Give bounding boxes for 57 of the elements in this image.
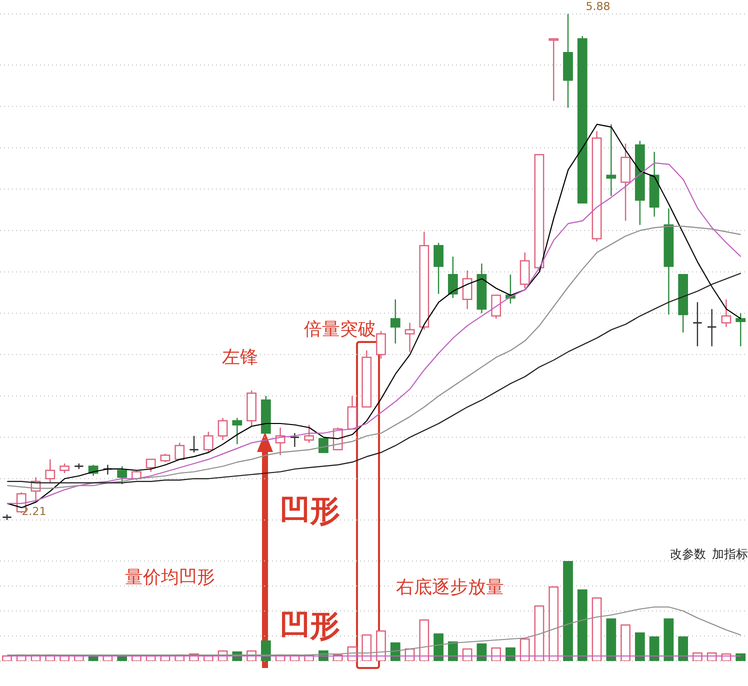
annotation: 加指标 — [712, 547, 748, 561]
candlestick — [290, 432, 300, 448]
candlestick — [318, 438, 328, 454]
candlestick — [45, 458, 56, 484]
text: 5.88 — [586, 0, 610, 13]
bar — [376, 630, 386, 661]
annotation: 凹形 — [280, 609, 340, 644]
candlestick — [520, 252, 530, 289]
bar — [362, 634, 372, 661]
candlestick — [304, 424, 314, 444]
candlestick — [448, 256, 458, 299]
candlestick — [462, 270, 472, 310]
bar — [506, 647, 516, 661]
candlestick — [188, 435, 200, 454]
candlestick — [347, 395, 358, 430]
candlestick — [404, 322, 415, 352]
bar — [534, 605, 544, 661]
bar — [548, 586, 559, 661]
candlestick — [390, 298, 400, 344]
bar — [563, 561, 573, 661]
annotation: 2.21 — [22, 505, 46, 518]
annotation: 凹形 — [280, 494, 340, 529]
annotation: 右底逐步放量 — [396, 577, 504, 598]
candlestick — [174, 442, 185, 460]
annotation: 改参数 — [670, 547, 706, 561]
bar — [649, 636, 660, 661]
candlestick — [606, 124, 616, 197]
bar — [476, 643, 487, 661]
bar — [577, 589, 588, 661]
bar — [664, 618, 674, 661]
bar — [491, 647, 502, 661]
bar — [419, 619, 430, 661]
bar — [606, 618, 616, 661]
annotation: 倍量突破 — [304, 319, 376, 340]
bar — [678, 636, 688, 661]
bar — [88, 656, 98, 661]
annotation: 量价均凹形 — [125, 567, 215, 588]
candlestick — [203, 431, 214, 454]
candlestick — [548, 38, 559, 102]
candlestick — [232, 417, 242, 445]
candlestick — [146, 458, 156, 472]
candlestick — [218, 417, 228, 441]
annotation: 左锋 — [222, 347, 258, 368]
bar — [592, 597, 602, 661]
bar — [260, 640, 271, 661]
bar — [634, 632, 645, 661]
bar — [620, 624, 630, 661]
bar — [736, 653, 746, 661]
bar — [434, 633, 444, 661]
candlestick — [721, 298, 732, 328]
candlestick — [117, 466, 128, 485]
candlestick — [692, 302, 702, 347]
candlestick — [376, 330, 386, 360]
bar — [117, 656, 128, 661]
candlestick — [434, 242, 444, 294]
bar — [520, 638, 530, 661]
candlestick — [736, 312, 746, 347]
